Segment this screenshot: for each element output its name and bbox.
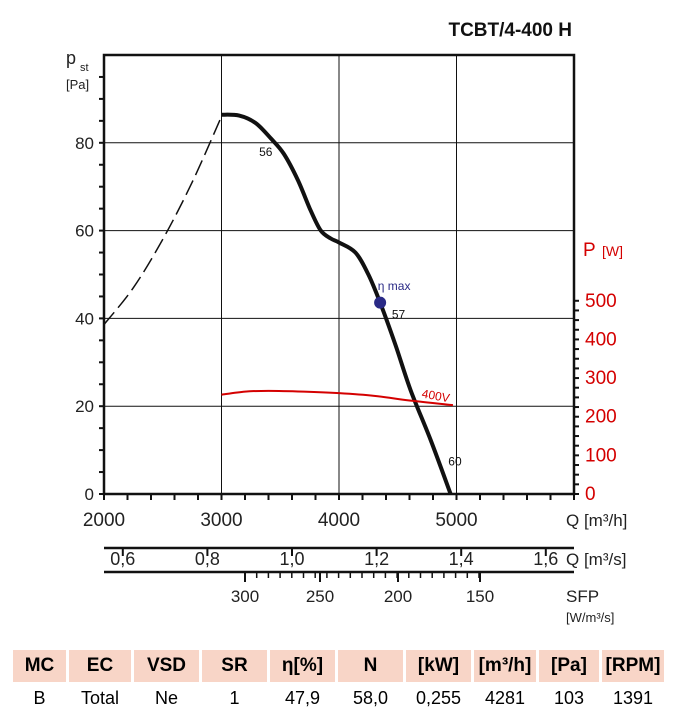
y-left-unit: [Pa] — [66, 77, 89, 92]
curve-annotation: 56 — [259, 145, 273, 159]
table-header-cell: [Pa] — [539, 650, 599, 682]
y-right-tick-label: 100 — [585, 445, 617, 466]
table-cell: 4281 — [484, 687, 526, 708]
table-cell: 0,255 — [415, 687, 462, 708]
x3-axis-unit: [W/m³/s] — [566, 610, 614, 625]
power-series-label: 400V — [421, 387, 451, 406]
eta-max-point — [374, 296, 387, 309]
chart-svg: TCBT/4-400 H 0 20 40 60 80 p st [Pa] 0 100 200 300 40… — [66, 20, 627, 625]
table-cell: 47,9 — [284, 687, 321, 708]
table-header-cell: EC — [69, 650, 131, 682]
series-pressure — [221, 112, 453, 495]
y-left-tick-label: 40 — [75, 309, 94, 328]
series-power — [221, 389, 454, 407]
y-right-label: P — [583, 240, 596, 261]
table-cell: B — [33, 687, 46, 708]
y-left-tick-label: 0 — [85, 485, 94, 504]
curve-annotation: 57 — [392, 307, 406, 321]
y-left-tick-label: 20 — [75, 397, 94, 416]
y-left-label-sub: st — [80, 62, 89, 74]
x-tick-label: 2000 — [83, 510, 125, 531]
y-right-tick-label: 400 — [585, 329, 617, 350]
chart-title: TCBT/4-400 H — [448, 20, 572, 41]
x-tick-label: 5000 — [435, 510, 477, 531]
x-tick-label: 3000 — [200, 510, 242, 531]
x3-tick-label: 150 — [466, 587, 494, 606]
y-right-tick-label: 0 — [585, 484, 596, 505]
x2-tick-label: 0,8 — [195, 549, 220, 569]
table-cell: 1391 — [612, 687, 654, 708]
y-right-tick-label: 500 — [585, 291, 617, 312]
curve-annotation: 60 — [448, 454, 462, 468]
table-header-cell: [kW] — [406, 650, 471, 682]
x3-axis-label: SFP — [566, 587, 599, 606]
y-left-label: p — [66, 48, 76, 68]
table-cell: 58,0 — [352, 687, 389, 708]
x3-tick-label: 300 — [231, 587, 259, 606]
y-right-tick-label: 200 — [585, 407, 617, 428]
y-right-unit: [W] — [602, 243, 623, 259]
series-pressure-unstable — [103, 116, 223, 326]
x2-tick-label: 1,4 — [449, 549, 474, 569]
table-header-cell: [RPM] — [602, 650, 664, 682]
x2-tick-label: 0,6 — [110, 549, 135, 569]
table-cell: 103 — [553, 687, 585, 708]
table-header-cell: VSD — [134, 650, 199, 682]
table-header-cell: η[%] — [270, 650, 335, 682]
table-header-cell: [m³/h] — [474, 650, 536, 682]
x-axis-label: Q [m³/h] — [566, 511, 627, 530]
table-cell: Total — [80, 687, 120, 708]
curve-annotation: η max — [378, 279, 411, 293]
y-right-tick-label: 300 — [585, 368, 617, 389]
table-header-cell: N — [338, 650, 403, 682]
table-cell: 1 — [229, 687, 240, 708]
table-header-cell: SR — [202, 650, 267, 682]
fan-data-table: MC EC VSD SR η[%] N [kW] [m³/h] [Pa] [RPM] B Total… — [10, 650, 667, 714]
table-cell: Ne — [154, 687, 178, 708]
x3-tick-label: 200 — [384, 587, 412, 606]
x2-tick-label: 1,6 — [533, 549, 558, 569]
x2-tick-label: 1,0 — [279, 549, 304, 569]
y-left-tick-label: 80 — [75, 134, 94, 153]
y-left-tick-label: 60 — [75, 222, 94, 241]
x2-tick-label: 1,2 — [364, 549, 389, 569]
x2-axis-label: Q [m³/s] — [566, 550, 626, 569]
x3-tick-label: 250 — [306, 587, 334, 606]
x-tick-label: 4000 — [318, 510, 360, 531]
table-header-cell: MC — [13, 650, 66, 682]
